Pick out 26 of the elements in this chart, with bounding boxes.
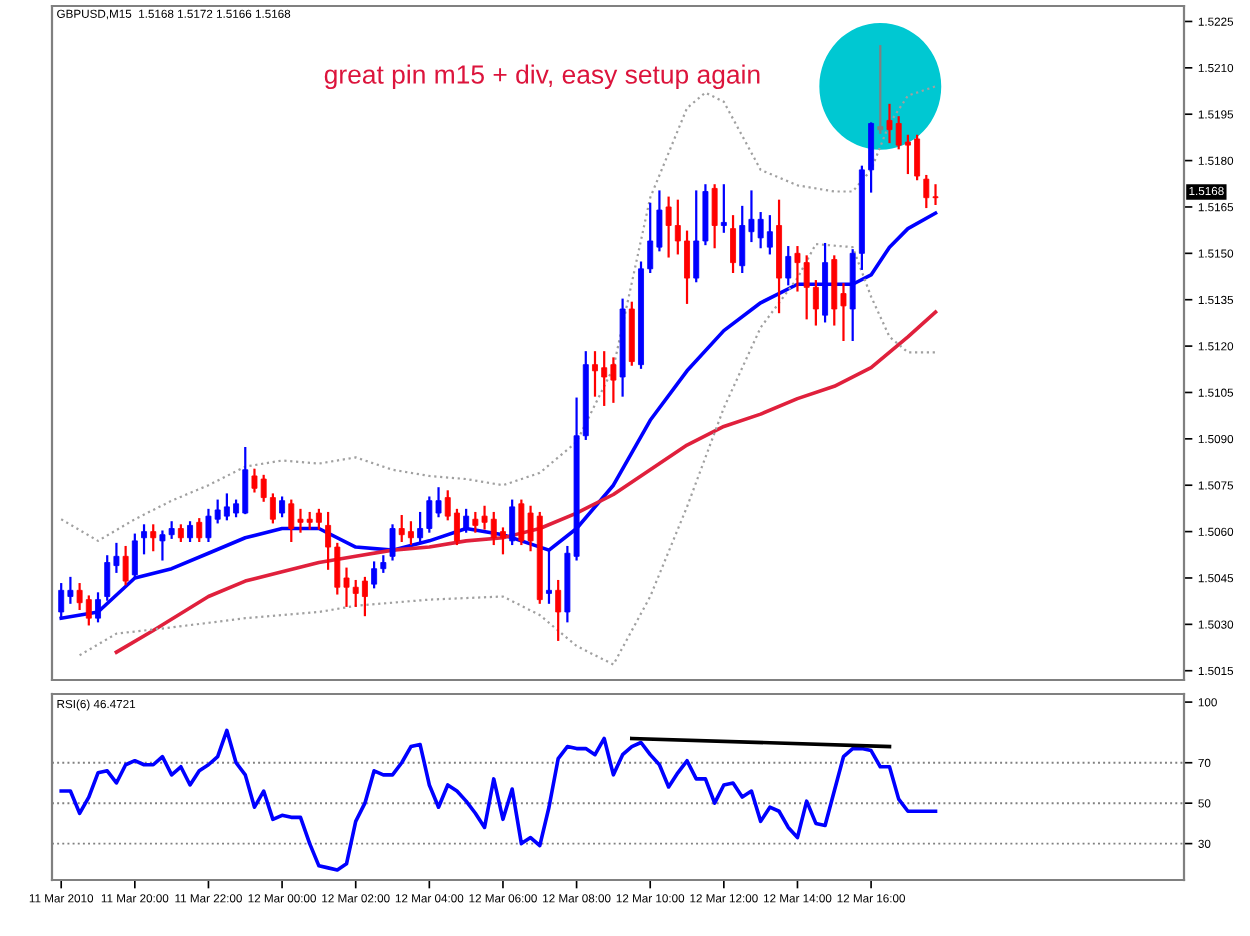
candlestick bbox=[371, 561, 378, 589]
candlestick bbox=[150, 524, 157, 552]
line-series bbox=[78, 242, 937, 666]
candlestick bbox=[141, 524, 147, 555]
line-series bbox=[60, 85, 937, 542]
candlestick bbox=[555, 579, 562, 641]
candlestick bbox=[730, 215, 736, 273]
line-series bbox=[114, 310, 938, 654]
candlestick bbox=[463, 508, 470, 533]
candlestick bbox=[407, 521, 414, 546]
candlestick bbox=[389, 524, 396, 561]
annotation: great pin m15 + div, easy setup again bbox=[324, 64, 760, 90]
candlestick bbox=[279, 496, 286, 518]
candlestick bbox=[196, 518, 203, 542]
candlestick bbox=[877, 45, 884, 134]
candlestick bbox=[509, 499, 516, 546]
candlestick bbox=[315, 508, 322, 530]
candlestick bbox=[785, 246, 792, 286]
candlestick bbox=[361, 576, 368, 617]
candlestick bbox=[720, 184, 727, 233]
line-series bbox=[59, 728, 938, 872]
candlestick bbox=[546, 549, 552, 604]
candlestick bbox=[122, 545, 129, 586]
candlestick bbox=[131, 533, 138, 580]
candlestick bbox=[187, 521, 193, 542]
candlestick bbox=[711, 184, 718, 249]
